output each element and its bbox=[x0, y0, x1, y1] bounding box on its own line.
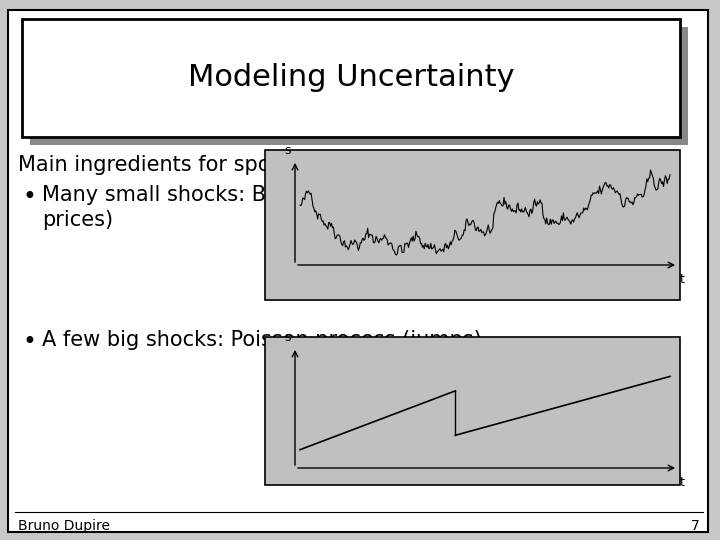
Text: prices): prices) bbox=[42, 210, 113, 230]
Bar bbox=[265, 337, 680, 485]
Text: 7: 7 bbox=[691, 519, 700, 533]
Text: Many small shocks: Brownian Motion (continuous: Many small shocks: Brownian Motion (cont… bbox=[42, 185, 555, 205]
Text: Bruno Dupire: Bruno Dupire bbox=[18, 519, 110, 533]
Text: s: s bbox=[284, 331, 291, 344]
Text: t: t bbox=[680, 273, 685, 286]
Text: Main ingredients for spot modeling: Main ingredients for spot modeling bbox=[18, 155, 382, 175]
Text: Modeling Uncertainty: Modeling Uncertainty bbox=[188, 64, 514, 92]
Text: A few big shocks: Poisson process (jumps): A few big shocks: Poisson process (jumps… bbox=[42, 330, 482, 350]
Text: s: s bbox=[284, 144, 291, 157]
Text: t: t bbox=[680, 476, 685, 489]
Text: •: • bbox=[22, 330, 36, 354]
Text: •: • bbox=[22, 185, 36, 209]
Bar bbox=[30, 27, 688, 145]
Bar bbox=[265, 150, 680, 300]
Bar bbox=[22, 19, 680, 137]
